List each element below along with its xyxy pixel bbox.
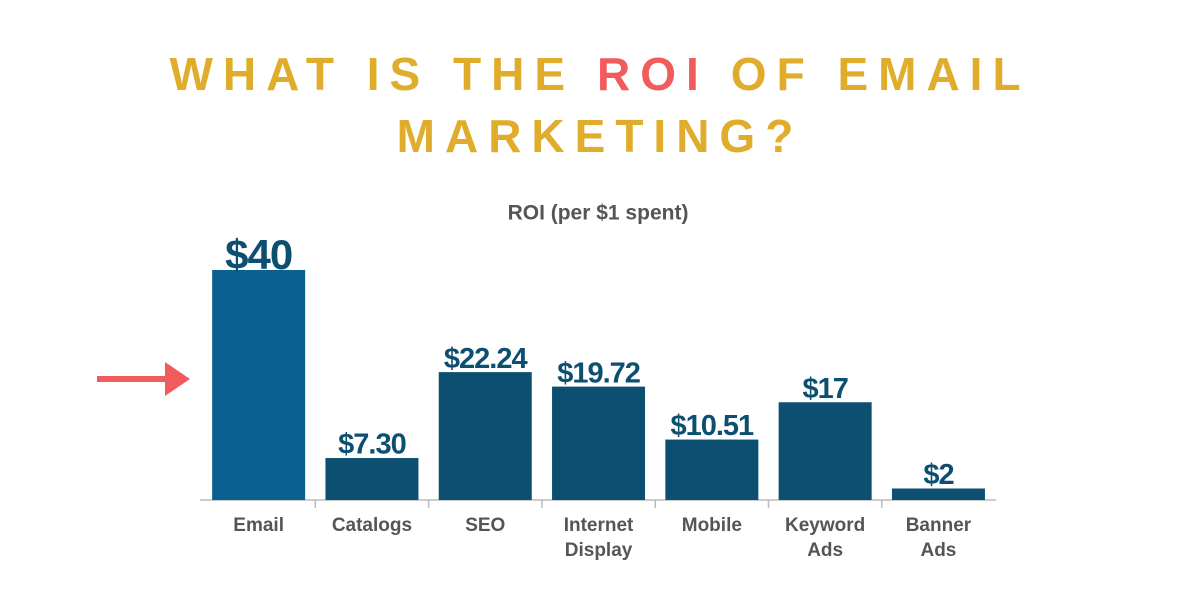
arrow-shaft	[97, 376, 167, 382]
title-part: OF EMAIL	[731, 48, 1031, 100]
value-label: $10.51	[670, 410, 754, 442]
value-label: $2	[923, 459, 953, 491]
title-part: WHAT IS THE	[169, 48, 575, 100]
x-tick-label: Mobile	[682, 515, 742, 536]
bar	[552, 386, 646, 500]
value-label: $7.30	[338, 429, 406, 461]
value-label: $22.24	[444, 343, 528, 375]
title-line-2: MARKETING?	[397, 110, 804, 162]
title-highlight: ROI	[597, 48, 709, 100]
bar	[212, 270, 306, 500]
chart-subtitle: ROI (per $1 spent)	[508, 202, 689, 225]
value-label: $19.72	[557, 357, 640, 389]
bar	[891, 488, 985, 500]
bar	[438, 372, 532, 500]
arrow-head	[165, 362, 190, 396]
arrow	[97, 362, 190, 396]
bar	[325, 458, 419, 500]
bar	[778, 402, 872, 500]
x-tick-label: Catalogs	[332, 515, 412, 536]
bar	[665, 439, 759, 500]
x-tick-label: SEO	[465, 515, 505, 536]
value-label: $40	[225, 231, 292, 278]
title-line-1: WHAT IS THE ROI OF EMAIL	[169, 48, 1030, 100]
x-tick-label: Keyword Ads	[785, 515, 865, 561]
value-label: $17	[802, 373, 847, 405]
x-tick-label: Email	[233, 515, 284, 536]
x-tick-label: Internet Display	[564, 515, 634, 561]
x-tick-label: Banner Ads	[906, 515, 972, 561]
